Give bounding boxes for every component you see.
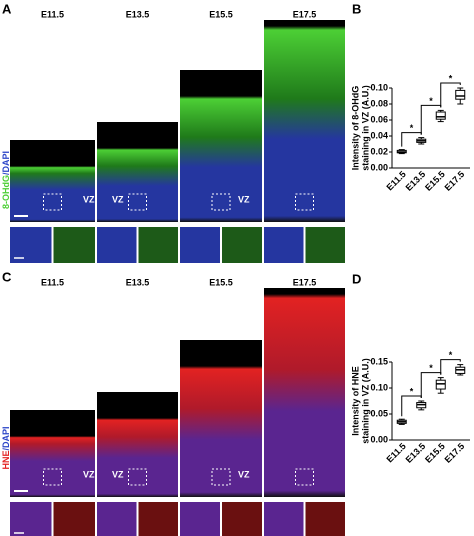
y-axis-title: staining in VZ (A.U.)	[360, 358, 370, 444]
significance-mark: *	[410, 386, 414, 396]
zone-label: VZ	[112, 194, 124, 204]
significance-mark: *	[429, 96, 433, 106]
box	[435, 111, 446, 120]
counterstain-name: /DAPI	[1, 426, 11, 450]
micrograph	[10, 410, 95, 497]
x-tick-label: E11.5	[384, 441, 407, 464]
roi-box	[43, 193, 62, 211]
x-tick-label: E13.5	[404, 169, 428, 193]
inset-stain	[53, 502, 95, 536]
zone-label: VZ	[83, 469, 95, 479]
y-tick-label: 0.05	[370, 408, 388, 418]
significance-bracket	[440, 82, 461, 108]
box	[455, 89, 466, 100]
y-tick-label: 0.02	[370, 146, 388, 156]
stage-label: E17.5	[293, 277, 317, 287]
significance-bracket	[440, 359, 461, 375]
x-tick-label: E17.5	[443, 441, 467, 465]
panel-label: B	[352, 1, 361, 16]
box	[435, 379, 446, 390]
y-tick-label: 0.00	[370, 162, 388, 172]
y-tick-label: 0.08	[370, 98, 388, 108]
stage-label: E15.5	[209, 9, 233, 19]
roi-box	[128, 193, 147, 211]
y-axis-title: Intensity of 8-OHdG	[350, 86, 360, 171]
significance-mark: *	[449, 350, 453, 360]
y-tick-label: 0.10	[370, 382, 388, 392]
x-tick-label: E13.5	[404, 441, 428, 465]
significance-mark: *	[449, 73, 453, 83]
micrograph	[264, 20, 345, 222]
inset-stain	[305, 502, 345, 536]
inset-dapi	[10, 502, 52, 536]
roi-box	[43, 468, 62, 486]
inset-dapi	[264, 227, 304, 263]
micrograph	[180, 340, 262, 497]
micrograph	[180, 70, 262, 222]
inset-dapi	[180, 227, 220, 263]
stage-label: E17.5	[293, 9, 317, 19]
inset-dapi	[10, 227, 52, 263]
roi-box	[211, 468, 231, 486]
zone-label: VZ	[238, 469, 250, 479]
stage-label: E13.5	[126, 277, 150, 287]
roi-box	[295, 193, 314, 211]
micrograph	[264, 288, 345, 497]
stage-label: E11.5	[41, 9, 64, 19]
inset-dapi	[97, 227, 137, 263]
y-tick-label: 0.06	[370, 114, 388, 124]
zone-label: VZ	[83, 194, 95, 204]
significance-mark: *	[429, 363, 433, 373]
x-tick-label: E15.5	[423, 169, 447, 193]
inset-stain	[53, 227, 95, 263]
inset-stain	[138, 502, 178, 536]
micrograph	[97, 392, 178, 497]
stage-label: E15.5	[209, 277, 233, 287]
stage-label: E13.5	[126, 9, 150, 19]
x-tick-label: E15.5	[423, 441, 447, 465]
micrograph	[10, 140, 95, 222]
y-tick-label: 0.15	[370, 356, 388, 366]
stain-name: HNE	[1, 451, 11, 470]
y-axis-title: staining in VZ (A.U.)	[360, 85, 370, 171]
inset-stain	[138, 227, 178, 263]
x-tick-label: E17.5	[443, 169, 467, 193]
channel-label: HNE/DAPI	[1, 426, 11, 469]
roi-box	[295, 468, 314, 486]
panel-label: D	[352, 271, 361, 286]
y-axis-title: Intensity of HNE	[350, 366, 360, 436]
y-tick-label: 0.00	[370, 434, 388, 444]
micrograph	[97, 122, 178, 222]
inset-dapi	[264, 502, 304, 536]
stage-label: E11.5	[41, 277, 64, 287]
zone-label: VZ	[238, 194, 250, 204]
panel-label: A	[2, 1, 12, 16]
roi-box	[211, 193, 231, 211]
inset-dapi	[180, 502, 220, 536]
panel-label: C	[2, 269, 12, 284]
x-tick-label: E11.5	[384, 169, 407, 192]
y-tick-label: 0.10	[370, 82, 388, 92]
counterstain-name: /DAPI	[1, 151, 11, 175]
inset-stain	[222, 502, 262, 536]
significance-bracket	[420, 104, 442, 135]
channel-label: 8-OHdG/DAPI	[1, 151, 11, 209]
inset-stain	[305, 227, 345, 263]
roi-box	[128, 468, 147, 486]
inset-stain	[222, 227, 262, 263]
y-tick-label: 0.04	[370, 130, 388, 140]
zone-label: VZ	[112, 469, 124, 479]
inset-dapi	[97, 502, 137, 536]
stain-name: 8-OHdG	[1, 175, 11, 209]
significance-mark: *	[410, 123, 414, 133]
